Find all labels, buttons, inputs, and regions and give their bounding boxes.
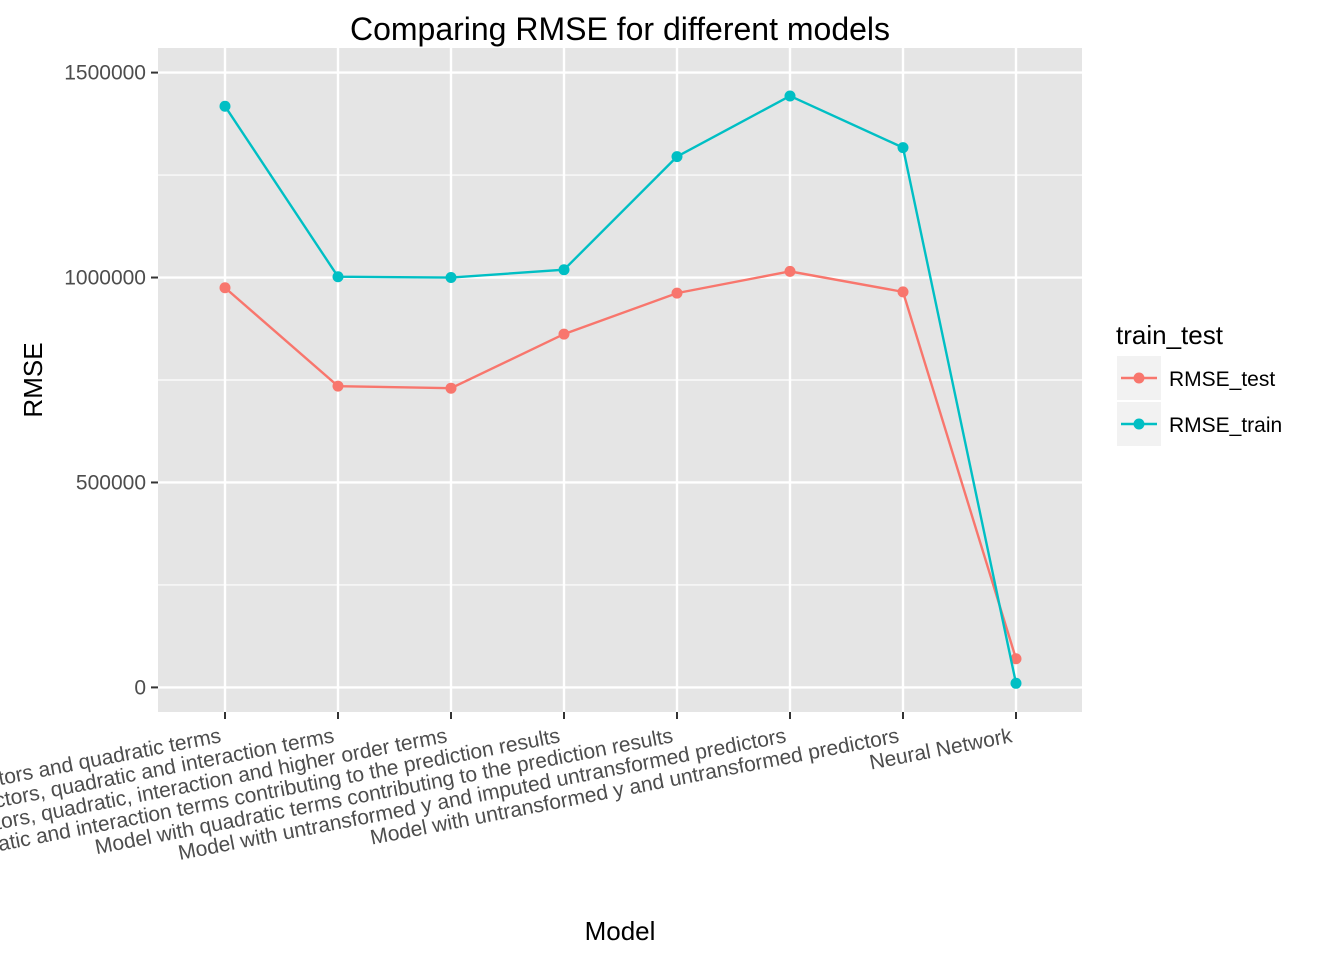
data-point-RMSE_train	[1010, 677, 1022, 689]
series-line-RMSE_test	[224, 270, 1018, 660]
data-point-RMSE_test	[445, 382, 457, 394]
grid-lines	[158, 48, 1082, 712]
series-layer	[219, 90, 1022, 689]
data-point-RMSE_test	[1010, 653, 1022, 665]
data-point-RMSE_test	[332, 380, 344, 392]
legend-label: RMSE_test	[1169, 368, 1275, 391]
y-tick-label: 0	[134, 676, 146, 699]
data-point-RMSE_train	[445, 272, 457, 284]
y-tick-label: 1500000	[64, 62, 146, 85]
data-point-RMSE_test	[784, 265, 796, 277]
y-tick-label: 1000000	[64, 267, 146, 290]
legend-key-point	[1133, 418, 1145, 430]
legend-title: train_test	[1116, 320, 1224, 350]
data-point-RMSE_test	[558, 328, 570, 340]
data-point-RMSE_test	[671, 287, 683, 299]
data-point-RMSE_train	[897, 142, 909, 154]
y-axis: 0 500000 1000000 1500000	[64, 62, 158, 699]
y-axis-label: RMSE	[18, 342, 48, 417]
data-point-RMSE_train	[332, 271, 344, 283]
x-axis-label: Model	[585, 916, 656, 946]
legend-key-point	[1133, 372, 1145, 384]
data-point-RMSE_test	[897, 286, 909, 298]
legend-label: RMSE_train	[1169, 414, 1282, 437]
data-point-RMSE_train	[558, 264, 570, 276]
x-axis: Model with untransformed predictors and …	[0, 712, 1017, 893]
data-point-RMSE_test	[219, 282, 231, 294]
data-point-RMSE_train	[219, 100, 231, 112]
y-tick-label: 500000	[76, 471, 146, 494]
legend: train_test RMSE_test RMSE_train	[1116, 320, 1282, 446]
chart-title: Comparing RMSE for different models	[350, 11, 890, 47]
series-line-RMSE_train	[223, 94, 1018, 684]
data-point-RMSE_train	[784, 90, 796, 102]
data-point-RMSE_train	[671, 151, 683, 163]
